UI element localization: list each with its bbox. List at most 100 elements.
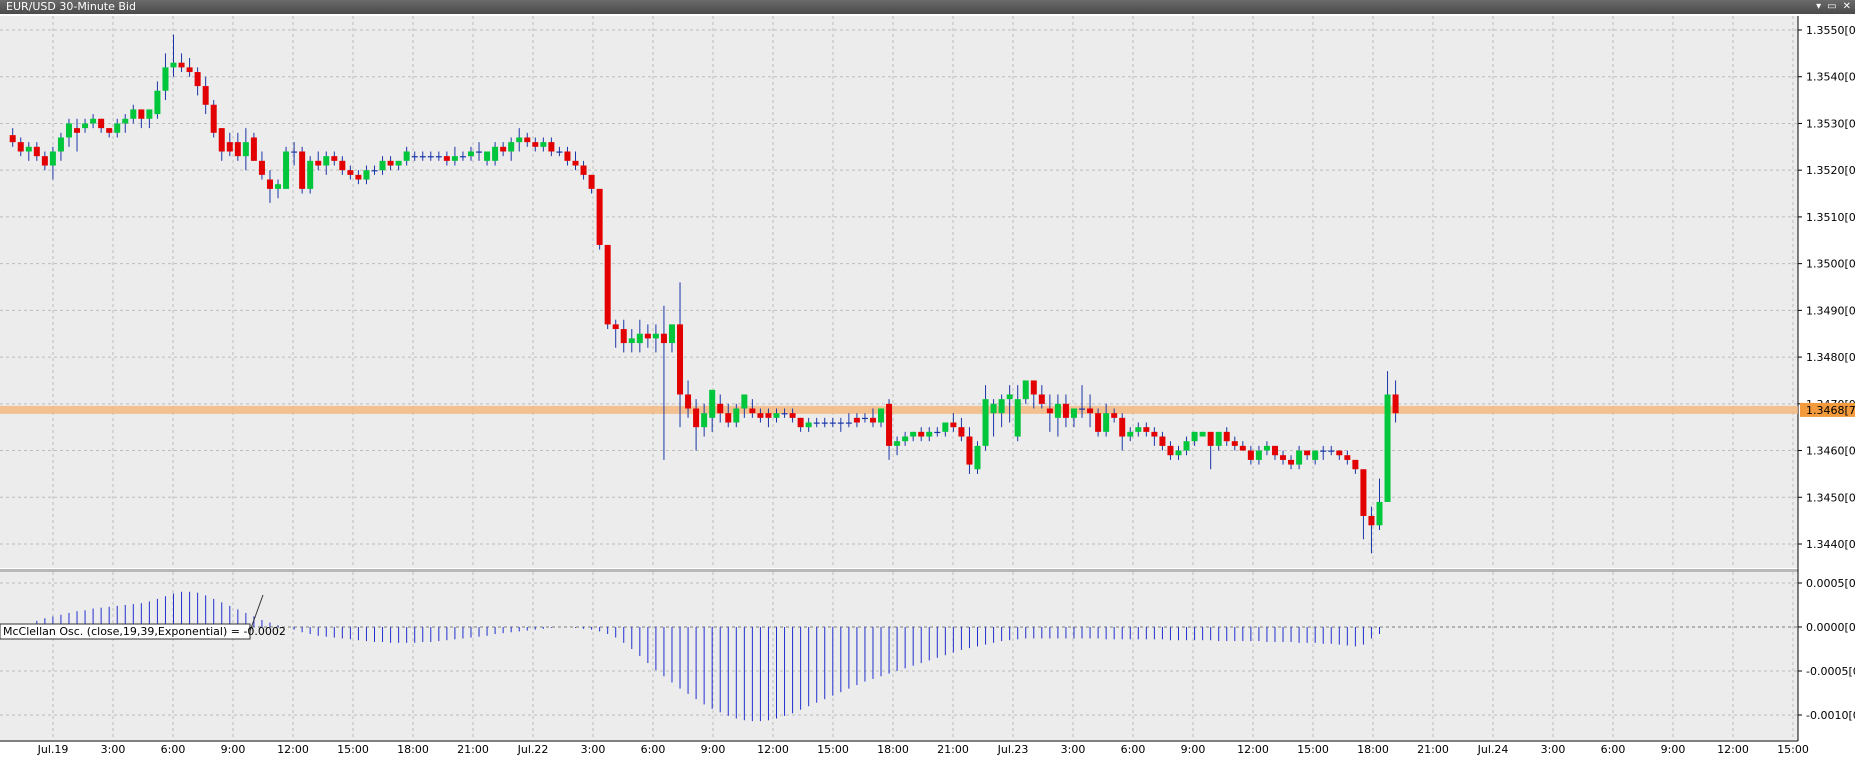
oscillator-plot-area (0, 572, 1798, 740)
x-tick-label: 12:00 (1717, 743, 1749, 756)
candle-up (1135, 427, 1142, 432)
candle-up (1376, 501, 1383, 526)
x-tick-label: 21:00 (937, 743, 969, 756)
y-tick-label: 1.3530[0] (1806, 117, 1855, 130)
oscillator-y-tick-label: -0.0005[0] (1806, 665, 1855, 678)
x-tick-label: Jul.22 (517, 743, 549, 756)
candle-up (307, 160, 314, 189)
oscillator-legend: McClellan Osc. (close,19,39,Exponential)… (0, 594, 286, 640)
candle-down (258, 160, 265, 175)
candle-doji (291, 151, 298, 153)
x-tick-label: 6:00 (1601, 743, 1626, 756)
x-tick-label: 9:00 (701, 743, 726, 756)
candle-up (484, 151, 491, 161)
candle-up (395, 160, 402, 166)
candle-doji (476, 151, 483, 153)
x-tick-label: Jul.19 (37, 743, 69, 756)
x-tick-label: 18:00 (1357, 743, 1389, 756)
candle-down (138, 109, 145, 119)
candle-up (741, 394, 748, 409)
candle-down (266, 179, 273, 189)
candle-down (950, 422, 957, 428)
candle-up (773, 413, 780, 418)
candle-up (902, 436, 909, 442)
candle-doji (411, 156, 418, 158)
oscillator-legend-pointer (249, 594, 264, 632)
candle-up (1215, 431, 1222, 446)
candle-up (467, 151, 474, 157)
candle-up (878, 408, 885, 423)
candle-up (1070, 408, 1077, 418)
y-tick-label: 1.3450[0] (1806, 491, 1855, 504)
candle-down (588, 174, 595, 189)
candle-down (918, 431, 925, 437)
candle-down (1095, 413, 1102, 432)
candle-down (331, 156, 338, 161)
x-tick-label: 12:00 (1237, 743, 1269, 756)
oscillator-y-tick-label: 0.0005[0] (1806, 577, 1855, 590)
candle-up (1127, 431, 1134, 437)
restore-icon[interactable]: ▭ (1827, 1, 1837, 12)
candle-up (65, 123, 72, 138)
oscillator-y-tick-label: 0.0000[0] (1806, 621, 1855, 634)
candle-down (596, 188, 603, 245)
x-tick-label: 15:00 (337, 743, 369, 756)
oscillator-legend-label: McClellan Osc. (close,19,39,Exponential)… (3, 625, 286, 638)
oscillator-y-tick-label: -0.0010[0] (1806, 709, 1855, 722)
candle-down (355, 174, 362, 180)
candle-doji (837, 422, 844, 424)
window-controls: ▾ ▭ ✕ (1816, 0, 1851, 14)
candle-doji (459, 156, 466, 158)
candle-down (853, 417, 860, 423)
candle-up (154, 90, 161, 115)
candle-down (250, 137, 257, 161)
candle-up (1255, 450, 1262, 460)
candle-up (1175, 450, 1182, 456)
candle-up (1006, 394, 1013, 400)
candle-doji (1328, 450, 1335, 452)
candle-down (757, 413, 764, 418)
candle-up (90, 118, 97, 124)
y-tick-label: 1.3550[0] (1806, 24, 1855, 37)
candle-down (1336, 450, 1343, 456)
candle-down (299, 151, 306, 189)
candle-up (990, 403, 997, 414)
candle-up (323, 156, 330, 166)
close-icon[interactable]: ✕ (1842, 1, 1851, 12)
candle-down (218, 128, 225, 152)
candle-up (1296, 450, 1303, 465)
x-tick-label: 3:00 (101, 743, 126, 756)
candle-up (492, 146, 499, 161)
x-tick-label: 6:00 (641, 743, 666, 756)
current-price-band (0, 405, 1798, 414)
candle-up (82, 123, 89, 129)
candle-up (709, 389, 716, 418)
pane-separator (0, 569, 1798, 572)
candle-doji (829, 422, 836, 424)
candle-up (1191, 431, 1198, 442)
candle-down (178, 62, 185, 68)
candle-down (869, 417, 876, 423)
candle-down (612, 324, 619, 330)
main-plot-area (0, 16, 1798, 568)
dropdown-icon[interactable]: ▾ (1816, 1, 1822, 12)
candle-down (1368, 515, 1375, 526)
candle-down (106, 128, 113, 133)
candle-up (1263, 445, 1270, 451)
candle-down (226, 142, 233, 152)
candle-down (1392, 394, 1399, 414)
candle-up (636, 333, 643, 344)
candle-down (315, 160, 322, 166)
candle-up (1022, 380, 1029, 400)
y-tick-label: 1.3460[0] (1806, 445, 1855, 458)
y-tick-label: 1.3490[0] (1806, 304, 1855, 317)
candle-down (693, 408, 700, 428)
candle-up (1384, 394, 1391, 502)
title-bar[interactable]: EUR/USD 30-Minute Bid ▾ ▭ ✕ (0, 0, 1855, 14)
candle-down (717, 403, 724, 414)
candle-down (958, 427, 965, 437)
x-tick-label: 18:00 (877, 743, 909, 756)
candle-down (966, 436, 973, 465)
price-chart[interactable]: Jul.19 3:00 6:00 9:00 12:00 15:00 18:00 21:00 Ju… (0, 14, 1855, 769)
candle-down (1231, 441, 1238, 446)
